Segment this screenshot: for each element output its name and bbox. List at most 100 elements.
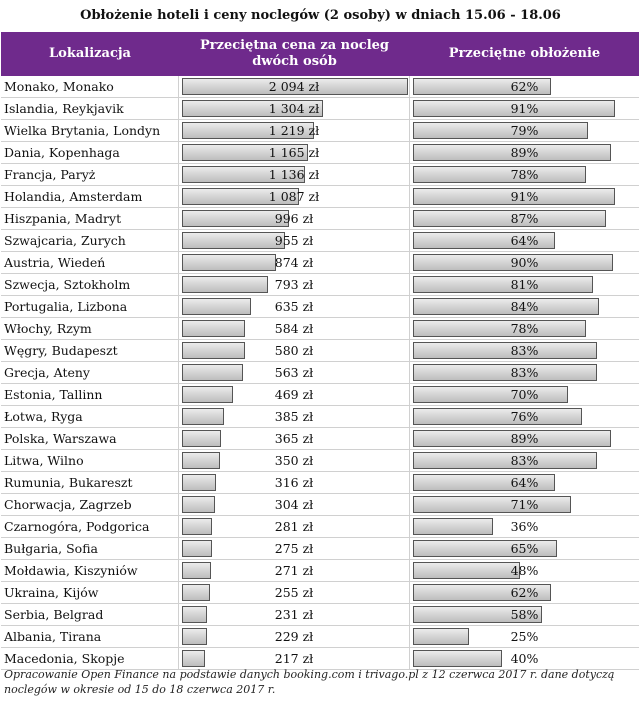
price-bar: [182, 144, 308, 161]
occupancy-value: 64%: [510, 475, 539, 490]
occupancy-value: 89%: [510, 431, 539, 446]
occupancy-cell: 78%: [410, 164, 639, 186]
occupancy-value: 62%: [510, 585, 539, 600]
location-cell: Albania, Tirana: [1, 626, 179, 648]
price-cell: 255 zł: [179, 582, 410, 604]
price-bar: [182, 210, 289, 227]
location-cell: Islandia, Reykjavik: [1, 98, 179, 120]
table-row: Estonia, Tallinn 469 zł 70%: [1, 384, 639, 406]
occupancy-cell: 48%: [410, 560, 639, 582]
price-bar: [182, 452, 220, 469]
occupancy-cell: 81%: [410, 274, 639, 296]
chart-title: Obłożenie hoteli i ceny noclegów (2 osob…: [80, 8, 561, 23]
occupancy-bar: [413, 122, 588, 139]
occupancy-cell: 70%: [410, 384, 639, 406]
occupancy-value: 83%: [510, 343, 539, 358]
table-row: Litwa, Wilno 350 zł 83%: [1, 450, 639, 472]
table-row: Szwajcaria, Zurych 955 zł 64%: [1, 230, 639, 252]
occupancy-bar: [413, 540, 557, 557]
occupancy-value: 64%: [510, 233, 539, 248]
occupancy-bar: [413, 562, 520, 579]
price-value: 1 304 zł: [268, 101, 320, 116]
price-value: 271 zł: [274, 563, 314, 578]
location-cell: Wielka Brytania, Londyn: [1, 120, 179, 142]
occupancy-cell: 62%: [410, 582, 639, 604]
table-row: Dania, Kopenhaga 1 165 zł 89%: [1, 142, 639, 164]
price-bar: [182, 430, 221, 447]
price-cell: 635 zł: [179, 296, 410, 318]
price-value: 1 136 zł: [268, 167, 320, 182]
source-note: Opracowanie Open Finance na podstawie da…: [4, 668, 615, 696]
location-cell: Serbia, Belgrad: [1, 604, 179, 626]
price-value: 996 zł: [274, 211, 314, 226]
table-row: Węgry, Budapeszt 580 zł 83%: [1, 340, 639, 362]
table-row: Austria, Wiedeń 874 zł 90%: [1, 252, 639, 274]
location-cell: Bułgaria, Sofia: [1, 538, 179, 560]
price-value: 1 165 zł: [268, 145, 320, 160]
price-value: 255 zł: [274, 585, 314, 600]
occupancy-value: 62%: [510, 79, 539, 94]
occupancy-bar: [413, 650, 502, 667]
occupancy-value: 91%: [510, 101, 539, 116]
occupancy-bar: [413, 254, 613, 271]
table-row: Macedonia, Skopje 217 zł 40%: [1, 648, 639, 670]
header-price-line2: dwóch osób: [252, 54, 337, 69]
price-cell: 281 zł: [179, 516, 410, 538]
occupancy-bar: [413, 298, 599, 315]
price-bar: [182, 320, 245, 337]
occupancy-cell: 64%: [410, 230, 639, 252]
table-row: Monako, Monako 2 094 zł 62%: [1, 76, 639, 98]
price-bar: [182, 408, 224, 425]
price-cell: 584 zł: [179, 318, 410, 340]
occupancy-value: 90%: [510, 255, 539, 270]
occupancy-cell: 90%: [410, 252, 639, 274]
table-row: Mołdawia, Kiszyniów 271 zł 48%: [1, 560, 639, 582]
price-bar: [182, 518, 212, 535]
occupancy-cell: 83%: [410, 362, 639, 384]
occupancy-value: 36%: [510, 519, 539, 534]
price-cell: 793 zł: [179, 274, 410, 296]
price-value: 385 zł: [274, 409, 314, 424]
occupancy-cell: 36%: [410, 516, 639, 538]
occupancy-value: 83%: [510, 453, 539, 468]
location-cell: Francja, Paryż: [1, 164, 179, 186]
table-row: Holandia, Amsterdam 1 087 zł 91%: [1, 186, 639, 208]
price-value: 955 zł: [274, 233, 314, 248]
location-cell: Hiszpania, Madryt: [1, 208, 179, 230]
price-value: 874 zł: [274, 255, 314, 270]
header-location: Lokalizacja: [49, 46, 131, 61]
occupancy-value: 79%: [510, 123, 539, 138]
occupancy-bar: [413, 320, 586, 337]
price-value: 350 zł: [274, 453, 314, 468]
price-value: 584 zł: [274, 321, 314, 336]
occupancy-value: 48%: [510, 563, 539, 578]
occupancy-cell: 87%: [410, 208, 639, 230]
table-row: Wielka Brytania, Londyn 1 219 zł 79%: [1, 120, 639, 142]
location-cell: Rumunia, Bukareszt: [1, 472, 179, 494]
price-cell: 304 zł: [179, 494, 410, 516]
occupancy-cell: 78%: [410, 318, 639, 340]
occupancy-bar: [413, 364, 597, 381]
price-cell: 231 zł: [179, 604, 410, 626]
table-body: Monako, Monako 2 094 zł 62% Islandia, Reykj…: [1, 76, 639, 670]
price-cell: 2 094 zł: [179, 76, 410, 98]
occupancy-bar: [413, 166, 586, 183]
price-value: 281 zł: [274, 519, 314, 534]
price-cell: 271 zł: [179, 560, 410, 582]
price-bar: [182, 628, 207, 645]
occupancy-bar: [413, 276, 593, 293]
header-price-line1: Przeciętna cena za nocleg: [199, 38, 390, 53]
price-bar: [182, 276, 268, 293]
location-cell: Grecja, Ateny: [1, 362, 179, 384]
price-cell: 385 zł: [179, 406, 410, 428]
table-row: Bułgaria, Sofia 275 zł 65%: [1, 538, 639, 560]
price-bar: [182, 232, 285, 249]
location-cell: Macedonia, Skopje: [1, 648, 179, 670]
table-header: Lokalizacja Przeciętna cena za nocleg dw…: [1, 32, 639, 76]
table-row: Ukraina, Kijów 255 zł 62%: [1, 582, 639, 604]
occupancy-value: 81%: [510, 277, 539, 292]
price-cell: 1 087 zł: [179, 186, 410, 208]
occupancy-bar: [413, 144, 611, 161]
location-cell: Austria, Wiedeń: [1, 252, 179, 274]
occupancy-value: 78%: [510, 321, 539, 336]
